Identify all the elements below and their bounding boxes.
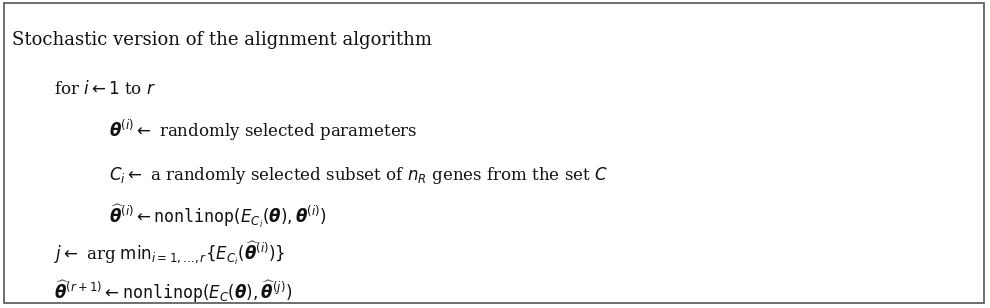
Text: for $i \leftarrow 1$ to $r$: for $i \leftarrow 1$ to $r$ [54,80,156,98]
Text: $\widehat{\boldsymbol{\theta}}^{(r+1)} \leftarrow \mathtt{nonlinop}(E_C(\boldsym: $\widehat{\boldsymbol{\theta}}^{(r+1)} \… [54,278,293,305]
FancyBboxPatch shape [4,3,984,303]
Text: $\widehat{\boldsymbol{\theta}}^{(i)} \leftarrow \mathtt{nonlinop}(E_{C_i}(\bolds: $\widehat{\boldsymbol{\theta}}^{(i)} \le… [109,203,327,230]
Text: Stochastic version of the alignment algorithm: Stochastic version of the alignment algo… [12,31,432,49]
Text: $C_i \leftarrow$ a randomly selected subset of $n_R$ genes from the set $C$: $C_i \leftarrow$ a randomly selected sub… [109,165,608,186]
Text: $\boldsymbol{\theta}^{(i)} \leftarrow$ randomly selected parameters: $\boldsymbol{\theta}^{(i)} \leftarrow$ r… [109,118,418,143]
Text: $j \leftarrow$ arg $\mathrm{min}_{i=1,\ldots,r}\{E_{C_i}(\widehat{\boldsymbol{\t: $j \leftarrow$ arg $\mathrm{min}_{i=1,\l… [54,240,286,267]
